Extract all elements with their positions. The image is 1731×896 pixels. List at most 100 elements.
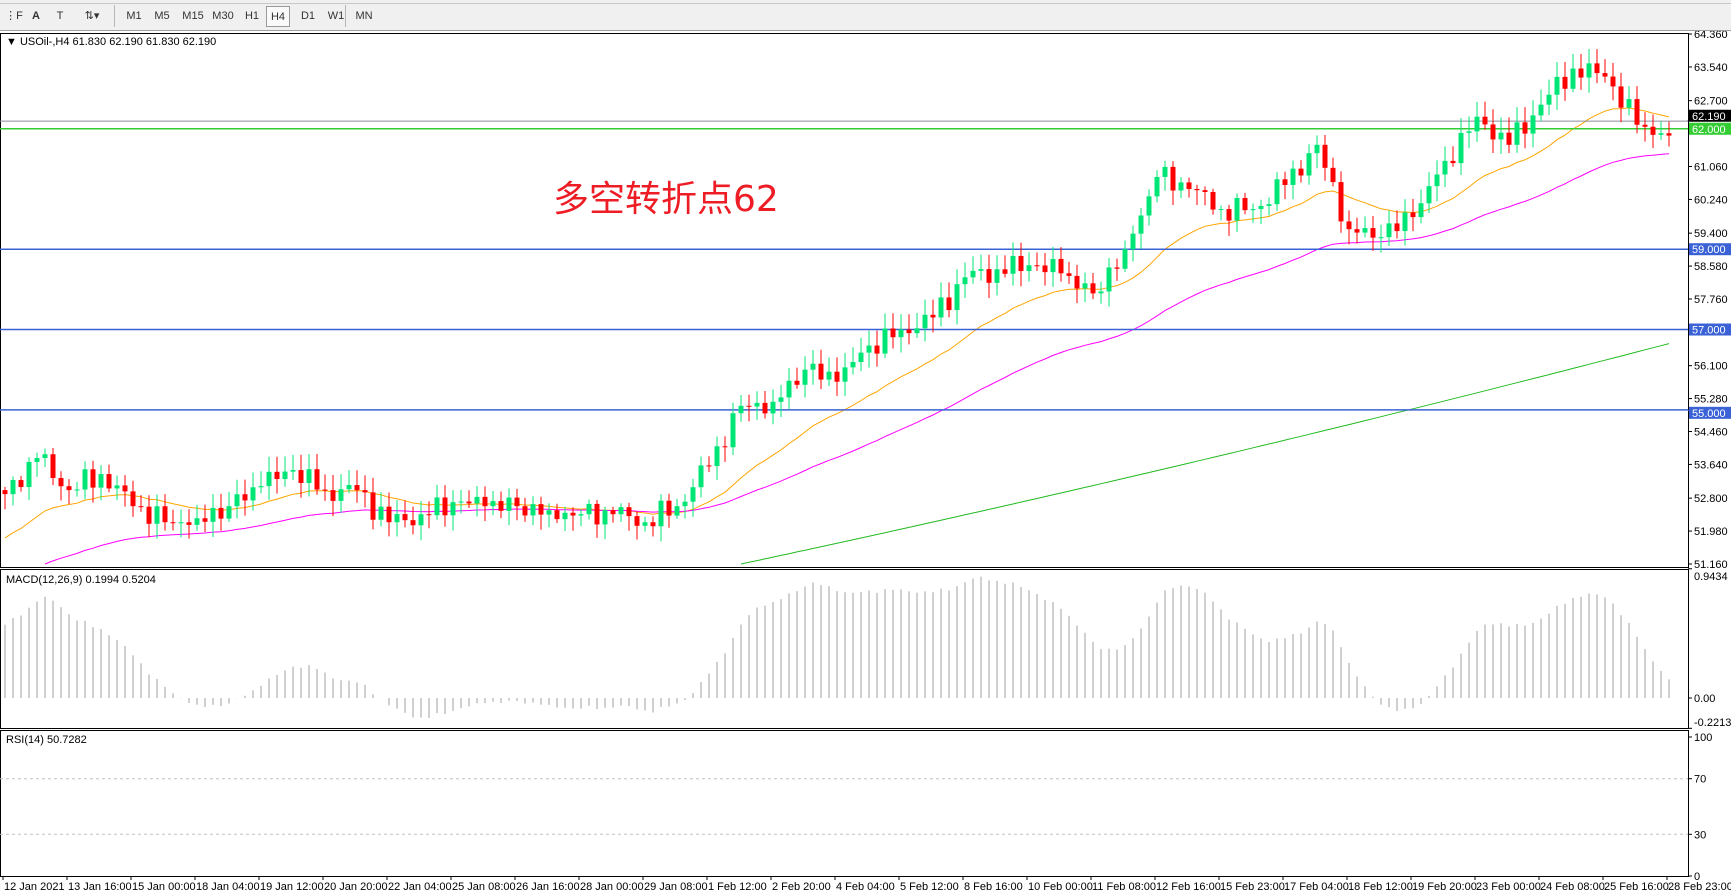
time-tick-label: 19 Feb 20:00 xyxy=(1412,881,1477,893)
timeframe-h1-button[interactable]: H1 xyxy=(244,10,260,22)
candle xyxy=(10,476,16,506)
candle-body xyxy=(506,497,512,511)
candle-body xyxy=(1114,267,1120,269)
candle xyxy=(1586,48,1592,93)
candle-body xyxy=(778,397,784,402)
candle-body xyxy=(170,522,176,524)
candle xyxy=(1034,252,1040,271)
candle xyxy=(722,436,728,462)
candle xyxy=(210,494,216,537)
timeframe-d1-button[interactable]: D1 xyxy=(300,10,316,22)
candle-body xyxy=(1034,265,1040,267)
candle-body xyxy=(1266,204,1272,206)
candle xyxy=(1282,171,1288,200)
candle-body xyxy=(1170,166,1176,191)
time-tick-label: 8 Feb 16:00 xyxy=(964,881,1023,893)
timeframe-m5-button[interactable]: M5 xyxy=(154,10,170,22)
candle xyxy=(1442,146,1448,188)
time-tick-label: 12 Jan 2021 xyxy=(4,881,65,893)
candle xyxy=(130,480,136,517)
candle xyxy=(1514,107,1520,153)
period-separator-tool-button[interactable]: ⋮F xyxy=(5,10,23,22)
candle xyxy=(1482,101,1488,130)
candle xyxy=(34,452,40,477)
candle-body xyxy=(682,501,688,507)
candle-body xyxy=(586,503,592,515)
candle-body xyxy=(618,507,624,515)
candle xyxy=(90,460,96,503)
candle-body xyxy=(66,486,72,491)
candle xyxy=(106,464,112,493)
rsi-tick-label: 30 xyxy=(1694,829,1706,841)
timeframe-m1-button[interactable]: M1 xyxy=(126,10,142,22)
candle-body xyxy=(354,485,360,491)
timeframe-mn-button[interactable]: MN xyxy=(355,10,373,22)
candle xyxy=(818,349,824,390)
timeframe-m30-button[interactable]: M30 xyxy=(212,10,234,22)
candle-body xyxy=(434,497,440,516)
candle-body xyxy=(1378,237,1384,239)
collapse-triangle-icon[interactable]: ▼ xyxy=(6,36,17,48)
arrows-tool-button[interactable]: ⇅▾ xyxy=(84,10,100,22)
candle xyxy=(1370,215,1376,251)
candle xyxy=(194,504,200,531)
candle-body xyxy=(458,501,464,503)
candle-body xyxy=(378,506,384,520)
candle xyxy=(1002,255,1008,278)
candle xyxy=(1354,217,1360,244)
time-tick-label: 18 Jan 04:00 xyxy=(196,881,260,893)
text-label-tool-button[interactable]: T xyxy=(56,10,64,22)
candle-body xyxy=(922,314,928,329)
candle xyxy=(354,470,360,503)
candle-body xyxy=(282,471,288,480)
chart-canvas[interactable]: 64.360 63.540 62.700 61.060 60.240 59.400 58.5… xyxy=(0,31,1731,896)
candle xyxy=(266,456,272,500)
candle-body xyxy=(1178,182,1184,191)
timeframe-m15-button[interactable]: M15 xyxy=(182,10,204,22)
candle-body xyxy=(962,277,968,285)
text-tool-button[interactable]: A xyxy=(32,10,40,22)
candle-body xyxy=(762,402,768,414)
candle-body xyxy=(450,502,456,516)
candle xyxy=(746,394,752,422)
candle xyxy=(386,492,392,537)
candle-body xyxy=(1370,228,1376,238)
candle xyxy=(1106,258,1112,307)
time-tick-label: 20 Jan 20:00 xyxy=(324,881,388,893)
candle-body xyxy=(346,485,352,490)
candle-body xyxy=(842,367,848,382)
candle xyxy=(1330,157,1336,187)
candle-body xyxy=(1450,160,1456,164)
candle-body xyxy=(1306,153,1312,176)
candle-body xyxy=(1346,221,1352,230)
candle-body xyxy=(322,489,328,491)
macd-tick-label: 0.9434 xyxy=(1694,571,1728,583)
candle xyxy=(850,347,856,375)
candle xyxy=(1362,216,1368,238)
candle xyxy=(754,391,760,420)
timeframe-h4-button[interactable]: H4 xyxy=(266,6,290,27)
candle xyxy=(770,389,776,425)
candle xyxy=(1130,225,1136,262)
candle-body xyxy=(610,510,616,515)
candle-body xyxy=(1650,126,1656,135)
candle-body xyxy=(810,363,816,370)
candle xyxy=(1082,272,1088,303)
candle-body xyxy=(1050,258,1056,273)
price-tick-label: 54.460 xyxy=(1694,427,1728,439)
candle xyxy=(1266,197,1272,216)
candle-body xyxy=(578,514,584,516)
candle-body xyxy=(10,480,16,495)
price-tick-label: 57.760 xyxy=(1694,294,1728,306)
candle-body xyxy=(1562,76,1568,89)
candle-body xyxy=(98,474,104,488)
candle-body xyxy=(1330,167,1336,183)
timeframe-w1-button[interactable]: W1 xyxy=(327,10,345,22)
candle-body xyxy=(986,269,992,283)
time-tick-label: 13 Jan 16:00 xyxy=(68,881,132,893)
candle xyxy=(154,494,160,539)
candle xyxy=(1666,121,1672,147)
candle-body xyxy=(266,471,272,487)
candle xyxy=(578,509,584,527)
candle-body xyxy=(74,489,80,491)
